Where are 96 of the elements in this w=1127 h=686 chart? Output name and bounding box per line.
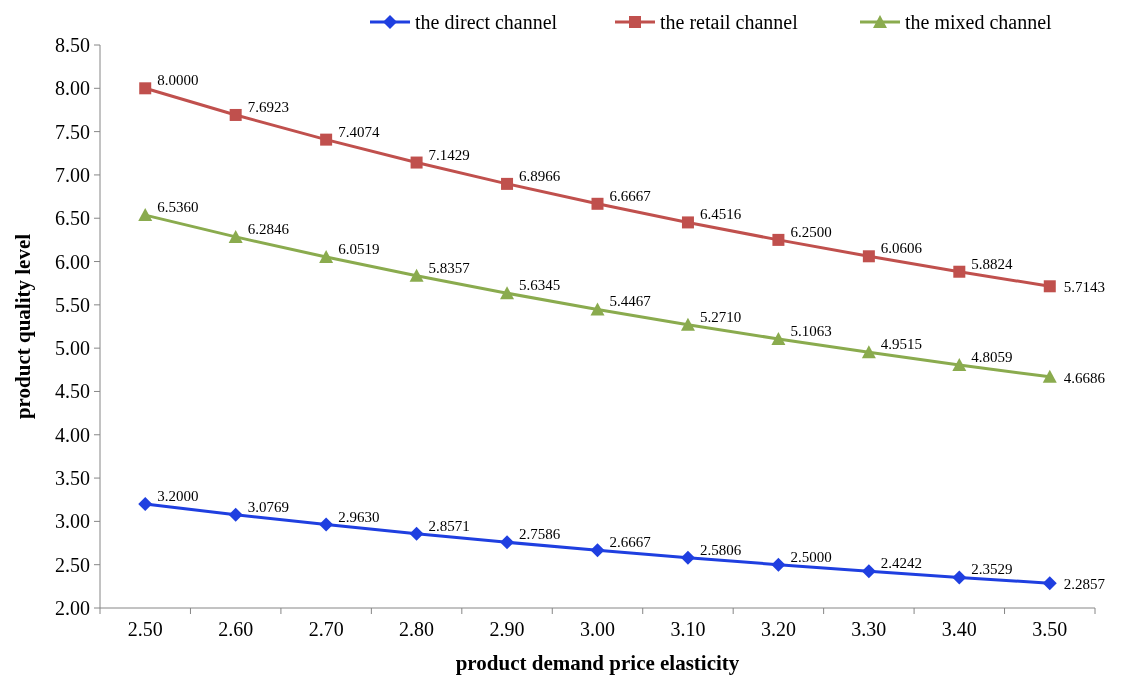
data-label: 2.7586 (519, 526, 561, 543)
data-label: 2.3529 (971, 561, 1013, 578)
point (139, 82, 152, 95)
x-tick-label: 3.00 (580, 618, 615, 640)
data-label: 5.6345 (519, 277, 561, 294)
point (590, 302, 605, 316)
point (501, 177, 514, 190)
data-label: 4.6686 (1063, 369, 1106, 386)
point (953, 265, 966, 278)
y-tick-label: 3.00 (55, 510, 90, 533)
point (771, 331, 786, 345)
x-tick-label: 2.70 (308, 618, 344, 640)
point (772, 233, 785, 246)
point (590, 543, 605, 558)
y-tick-label: 4.00 (55, 423, 90, 446)
point (319, 517, 334, 532)
point (1042, 576, 1057, 591)
y-tick-label: 4.50 (55, 380, 90, 403)
x-tick-label: 3.10 (670, 618, 706, 640)
point (410, 156, 423, 169)
data-label: 6.5360 (157, 199, 199, 216)
data-label: 7.6923 (247, 98, 289, 115)
y-tick-label: 2.00 (55, 597, 90, 619)
data-label: 5.2710 (699, 308, 742, 325)
point (1043, 280, 1056, 293)
y-tick-label: 6.00 (55, 250, 90, 273)
data-label: 2.5806 (699, 541, 742, 558)
data-label: 6.6667 (609, 187, 652, 204)
data-label: 5.1063 (790, 322, 832, 339)
point (409, 268, 424, 282)
data-label: 2.8571 (428, 517, 470, 534)
x-tick-label: 2.80 (399, 618, 435, 640)
data-label: 4.9515 (880, 336, 923, 353)
data-label: 5.7143 (1063, 279, 1106, 296)
point (862, 250, 875, 263)
data-label: 5.8824 (971, 255, 1014, 272)
y-tick-label: 7.00 (55, 163, 90, 186)
data-label: 8.0000 (157, 72, 199, 89)
data-label: 5.8357 (428, 259, 471, 276)
point (229, 108, 242, 121)
point (681, 216, 694, 229)
point (861, 345, 876, 359)
y-tick-label: 6.50 (55, 207, 90, 230)
y-tick-label: 8.50 (55, 34, 90, 56)
data-label: 6.8966 (519, 167, 561, 184)
point (680, 317, 695, 331)
point (952, 357, 967, 371)
point (138, 208, 153, 222)
legend-label: the mixed channel (905, 11, 1053, 33)
data-label: 6.0519 (338, 241, 380, 258)
point (771, 557, 786, 572)
data-label: 6.2500 (790, 223, 832, 240)
data-label: 3.0769 (247, 498, 289, 515)
x-tick-label: 2.50 (127, 618, 163, 640)
x-tick-label: 2.90 (489, 618, 525, 640)
y-tick-label: 8.00 (55, 77, 90, 100)
x-tick-label: 3.20 (760, 618, 796, 640)
legend-label: the direct channel (415, 11, 558, 33)
y-tick-label: 2.50 (55, 553, 90, 576)
data-label: 2.9630 (338, 508, 380, 525)
legend-label: the retail channel (660, 11, 799, 33)
point (500, 286, 515, 300)
data-label: 2.5000 (790, 548, 832, 565)
point (138, 497, 153, 512)
data-label: 6.2846 (247, 220, 290, 237)
y-axis-title: product quality level (11, 233, 35, 420)
point (680, 550, 695, 565)
data-label: 6.4516 (699, 206, 742, 223)
data-label: 2.2857 (1063, 576, 1106, 593)
y-tick-label: 7.50 (55, 120, 90, 143)
point (409, 526, 424, 541)
y-tick-label: 5.00 (55, 337, 90, 360)
y-tick-label: 3.50 (55, 467, 90, 490)
y-tick-label: 5.50 (55, 293, 90, 316)
point (591, 197, 604, 210)
x-tick-label: 3.50 (1032, 618, 1068, 640)
x-tick-label: 3.40 (941, 618, 977, 640)
point (952, 570, 967, 585)
point (319, 250, 334, 264)
data-label: 4.8059 (971, 348, 1013, 365)
data-label: 7.4074 (338, 123, 380, 140)
x-tick-label: 3.30 (851, 618, 887, 640)
point (320, 133, 333, 146)
data-label: 6.0606 (880, 240, 923, 257)
data-label: 5.4467 (609, 293, 652, 310)
data-label: 2.4242 (880, 555, 923, 572)
data-label: 3.2000 (157, 488, 199, 505)
point (228, 229, 243, 243)
x-tick-label: 2.60 (218, 618, 254, 640)
point (228, 507, 243, 522)
data-label: 2.6667 (609, 534, 652, 551)
point (1042, 369, 1057, 383)
point (500, 535, 515, 550)
point (861, 564, 876, 579)
data-label: 7.1429 (428, 146, 470, 163)
x-axis-title: product demand price elasticity (455, 651, 740, 675)
